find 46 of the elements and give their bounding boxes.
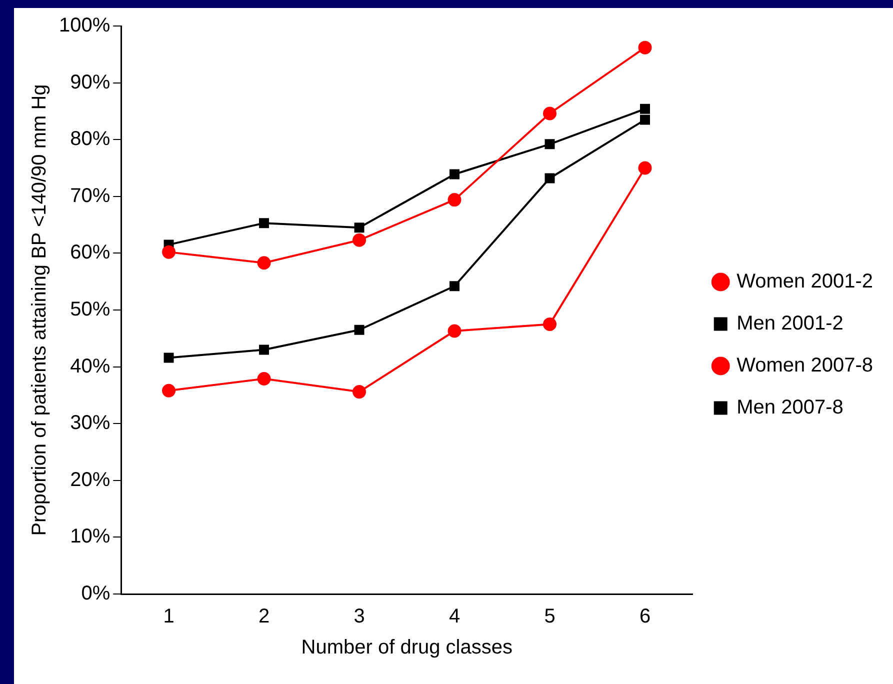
y-tick-label: 30% [70, 412, 110, 434]
point [259, 218, 270, 228]
x-tick-label: 2 [258, 606, 270, 628]
y-tick-label: 40% [70, 355, 110, 378]
y-tick-label: 0% [81, 582, 110, 605]
point [638, 40, 652, 54]
legend-label: Men 2001-2 [736, 312, 844, 335]
point [640, 104, 650, 114]
point [162, 384, 176, 398]
point [448, 193, 462, 207]
point [450, 169, 460, 180]
point [354, 222, 364, 233]
x-tick-label: 5 [544, 606, 556, 628]
point [543, 106, 557, 120]
point [544, 139, 555, 150]
point [638, 161, 652, 175]
y-tick-label: 20% [70, 468, 110, 491]
point [354, 324, 364, 335]
y-tick-label: 70% [70, 184, 110, 207]
point [164, 352, 174, 363]
x-axis-title: Number of drug classes [301, 636, 512, 659]
point [257, 372, 271, 386]
x-tick-label: 1 [163, 606, 174, 628]
point [448, 324, 462, 338]
point [543, 317, 557, 331]
y-tick-label: 100% [58, 14, 110, 37]
legend-label: Women 2007-8 [736, 354, 874, 377]
point [450, 281, 460, 292]
point [640, 114, 650, 125]
x-tick-label: 6 [639, 606, 651, 628]
x-tick-label: 3 [354, 606, 365, 628]
x-tick-label: 4 [448, 606, 460, 628]
legend-label: Women 2001-2 [736, 270, 874, 293]
y-tick-label: 90% [70, 71, 110, 94]
y-tick-label: 50% [70, 298, 110, 321]
y-axis-title: Proportion of patients attaining BP <140/90 mm Hg [28, 84, 51, 536]
legend-label: Men 2007-8 [736, 396, 844, 419]
y-tick-label: 10% [70, 526, 110, 548]
point [257, 256, 271, 270]
point [259, 344, 270, 355]
point [162, 245, 176, 259]
point [352, 233, 366, 247]
y-tick-label: 80% [70, 128, 110, 150]
point [544, 173, 555, 184]
point [352, 385, 366, 399]
y-tick-label: 60% [70, 242, 110, 264]
